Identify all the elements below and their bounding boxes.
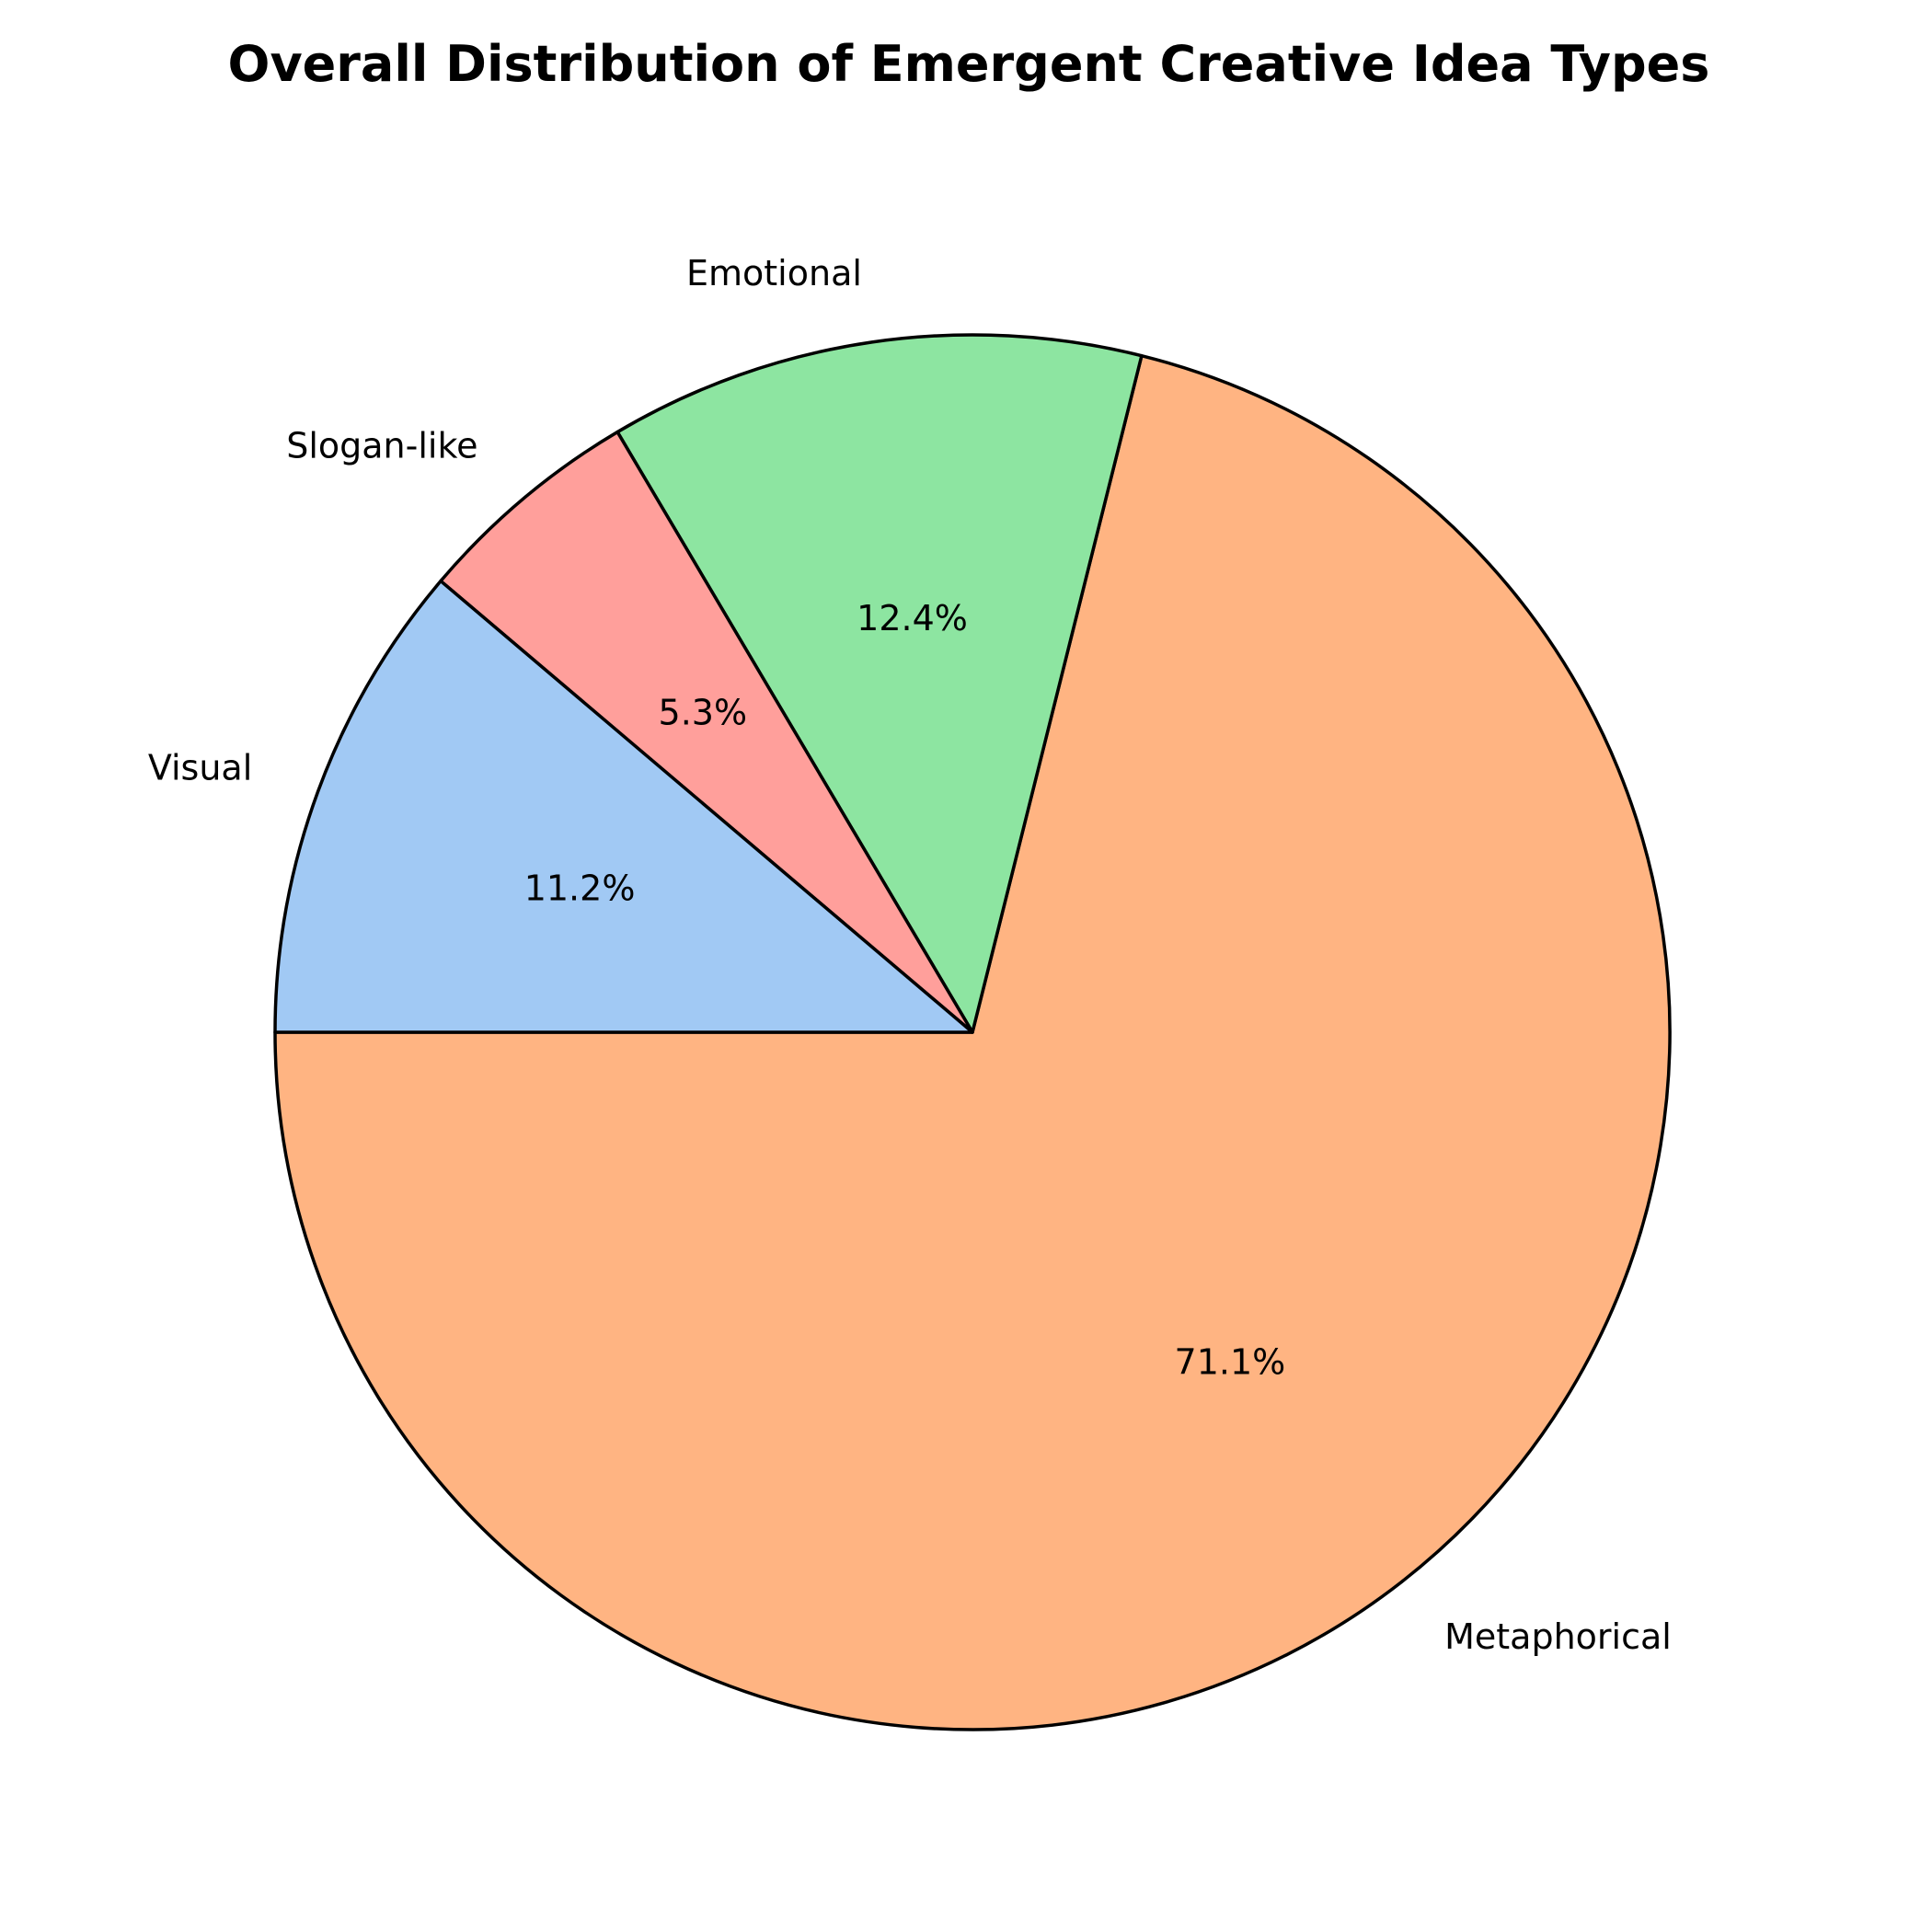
pie-slice-visual xyxy=(273,579,974,1034)
pie-slice-emotional xyxy=(615,333,1144,1034)
slice-label-metaphorical: Metaphorical xyxy=(1444,1616,1672,1657)
pct-label-visual: 11.2% xyxy=(524,868,636,908)
slice-label-emotional: Emotional xyxy=(686,253,862,293)
slice-label-slogan-like: Slogan-like xyxy=(286,426,477,466)
slice-label-visual: Visual xyxy=(148,748,252,788)
pct-label-emotional: 12.4% xyxy=(857,598,968,638)
pct-label-slogan-like: 5.3% xyxy=(659,692,748,732)
pie-slices xyxy=(273,333,1672,1731)
pie-slice-metaphorical xyxy=(273,353,1672,1731)
chart-title: Overall Distribution of Emergent Creativ… xyxy=(228,35,1710,93)
pie-slice-slogan-like xyxy=(439,430,974,1034)
pie-labels: 71.1% Metaphorical 12.4% Emotional 5.3% Sloga… xyxy=(148,253,1672,1657)
pct-label-metaphorical: 71.1% xyxy=(1175,1341,1286,1382)
